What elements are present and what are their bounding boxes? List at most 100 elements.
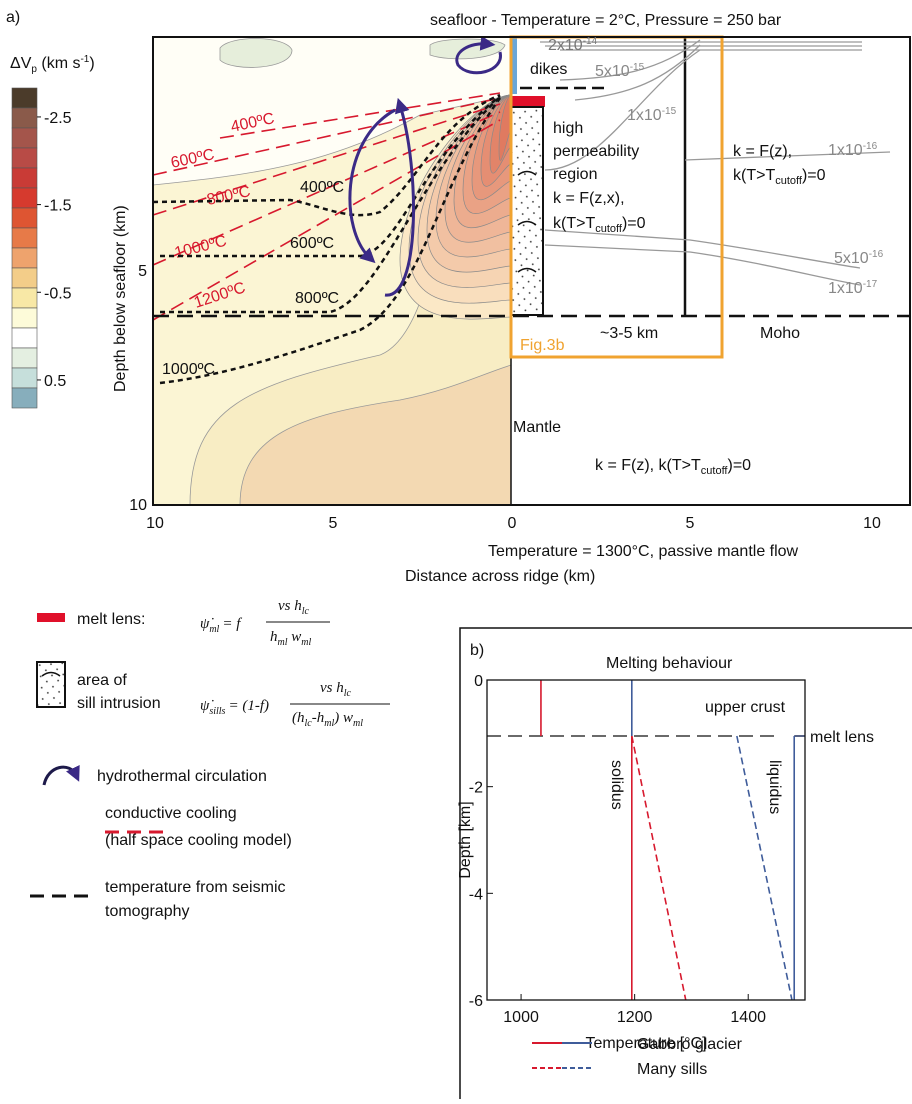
x-tick-label: 1400 — [730, 1009, 766, 1026]
y-tick-label: -6 — [469, 993, 483, 1010]
colorbar-tick-label: 0.5 — [44, 373, 66, 390]
perm-exp: -15 — [630, 62, 645, 73]
legend-label: Many sills — [637, 1061, 707, 1078]
perm-base: 5x10 — [834, 250, 869, 267]
legend-text: area of — [77, 672, 127, 689]
colorbar-cell — [11, 127, 38, 149]
k-label: k = F(z), — [733, 143, 792, 160]
panel-b: b) Melting behaviour Temperature [°C] Depth… — [457, 642, 874, 1078]
mantle-k: k = F(z), k(T>Tcutoff)=0 — [595, 457, 751, 477]
eq-part: (h — [292, 710, 305, 726]
svg-text:ψ̇sills= (1-f): ψ̇sills = (1-f) — [200, 698, 269, 717]
legend-text: conductive cooling — [105, 805, 237, 822]
legend-text: temperature from seismic — [105, 879, 286, 896]
k-part: )=0 — [622, 215, 646, 232]
colorbar-cell — [11, 387, 38, 409]
eq-sub: ml — [324, 718, 334, 729]
permeability-labels: 2x10-145x10-151x10-151x10-165x10-161x10-… — [548, 36, 884, 297]
y-tick-label: 10 — [129, 497, 147, 514]
k-part: k = F(z), k(T>T — [595, 457, 701, 474]
dikes-label: dikes — [530, 61, 567, 78]
permeability-contours — [540, 39, 891, 286]
x-tick-label: 0 — [508, 515, 517, 532]
isotherm-label: 800ºC — [295, 290, 339, 307]
sill-marks — [517, 170, 537, 273]
annotation: liquidus — [766, 760, 783, 814]
legend-sill-mark — [41, 671, 61, 677]
region-label: high — [553, 120, 583, 137]
colorbar-cell — [11, 247, 38, 269]
x-axis-label: Temperature [°C] — [585, 1035, 706, 1052]
colorbar-cell — [11, 167, 38, 189]
perm-exp: -14 — [583, 36, 598, 47]
svg-text:hml wml: hml wml — [270, 629, 311, 648]
eq-sub: ml — [209, 624, 219, 635]
series-line — [736, 735, 793, 1001]
eq-sub: lc — [302, 606, 310, 617]
mantle-label: Mantle — [513, 419, 561, 436]
melt-lens-label: melt lens — [810, 729, 874, 746]
colorbar-cell — [11, 147, 38, 169]
k-cutoff: k(T>Tcutoff)=0 — [733, 167, 826, 187]
perm-base: 5x10 — [595, 63, 630, 80]
legend-circulation — [42, 765, 80, 786]
equation: ψ̇ml = f vs hlc hml wml — [200, 598, 311, 648]
y-axis-label: Depth [km] — [457, 801, 474, 878]
colorbar-cell — [11, 267, 38, 289]
isotherm-label: 600ºC — [290, 235, 334, 252]
series-line — [540, 680, 633, 1000]
legend-text: hydrothermal circulation — [97, 768, 267, 785]
permeability-label: 5x10-16 — [834, 249, 884, 267]
mantle-note: Temperature = 1300°C, passive mantle flo… — [488, 543, 799, 560]
y-tick-label: -4 — [469, 886, 483, 903]
perm-base: 1x10 — [828, 280, 863, 297]
x-ticks: 10 5 0 5 10 — [146, 515, 881, 532]
svg-text:ψ̇ml= f: ψ̇ml = f — [200, 616, 242, 635]
colorbar: -2.5 -1.5 -0.5 0.5 — [11, 87, 72, 409]
eq-part: w — [288, 629, 302, 645]
annotation: solidus — [608, 760, 625, 810]
cb-part: ΔV — [10, 55, 32, 72]
melt-lens — [511, 96, 545, 107]
k-sub: cutoff — [775, 175, 803, 187]
perm-base: 2x10 — [548, 37, 583, 54]
colorbar-cell — [11, 207, 38, 229]
perm-base: 1x10 — [627, 107, 662, 124]
sill-zone — [510, 106, 544, 316]
plot-frame — [152, 36, 911, 506]
fig-ref: Fig.3b — [520, 337, 565, 354]
eq-sub: ml — [278, 637, 288, 648]
plot-frame — [486, 679, 806, 1001]
k-part: k(T>T — [553, 215, 595, 232]
k-part: k(T>T — [733, 167, 775, 184]
x-tick-label: 5 — [686, 515, 695, 532]
series-line — [631, 680, 796, 1000]
x-axis-label: Distance across ridge (km) — [405, 568, 595, 585]
x-tick-label: 1200 — [617, 1009, 653, 1026]
k-label: k = F(z,x), — [553, 190, 625, 207]
isotherm-label: 400ºC — [300, 179, 344, 196]
cb-part: ) — [89, 55, 94, 72]
legend-text: melt lens: — [77, 611, 145, 628]
legend-text: (half space cooling model) — [105, 832, 292, 849]
legend-a: melt lens: ψ̇ml = f vs hlc hml wml area o… — [30, 598, 390, 920]
svg-text:(hlc-hml) wml: (hlc-hml) wml — [292, 710, 363, 729]
eq-sub: ml — [301, 637, 311, 648]
legend-sill — [36, 661, 66, 708]
contour — [498, 94, 512, 161]
eq-sub: lc — [344, 688, 352, 699]
colorbar-tick-label: -1.5 — [44, 198, 72, 215]
cb-part: (km s — [37, 55, 81, 72]
eq-part: h — [270, 629, 278, 645]
eq-part: vs h — [320, 680, 344, 696]
y-tick-label: 5 — [138, 263, 147, 280]
eq-part: vs h — [278, 598, 302, 614]
permeability-label: 1x10-17 — [828, 279, 878, 297]
dikes — [511, 37, 517, 94]
y-tick-label: -2 — [469, 780, 483, 797]
colorbar-cell — [11, 347, 38, 369]
k-sub: cutoff — [595, 223, 623, 235]
legend-melt-lens — [37, 613, 65, 622]
x-tick-label: 5 — [329, 515, 338, 532]
